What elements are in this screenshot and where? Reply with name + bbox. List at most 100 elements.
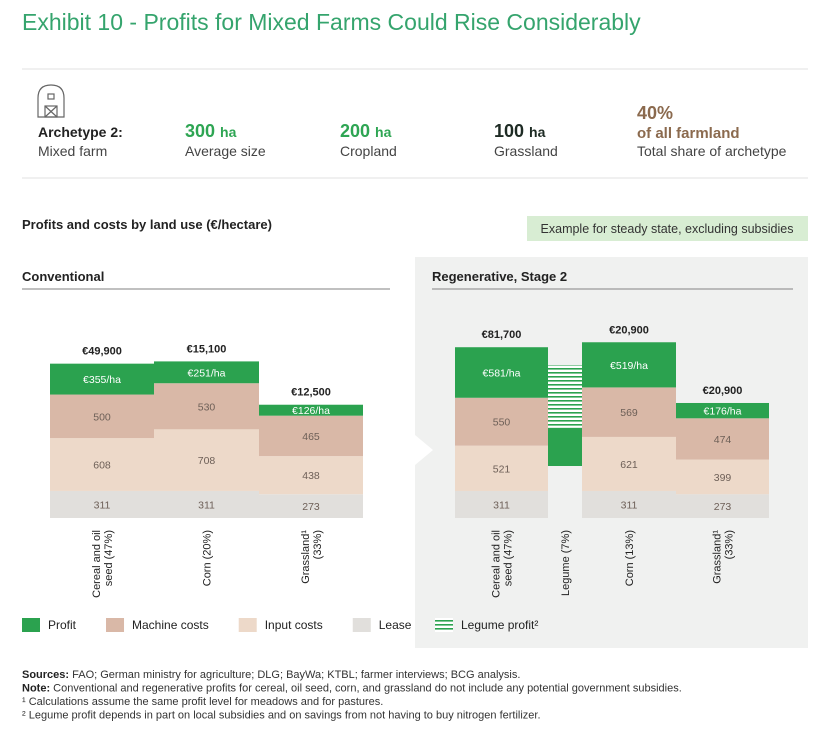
legend-swatch: [435, 618, 453, 632]
source-label: Note:: [22, 683, 50, 695]
chart-title: Conventional: [22, 269, 104, 284]
value-label: 708: [198, 455, 216, 467]
value-label: €355/ha: [83, 374, 121, 386]
stat-value: 300: [185, 121, 215, 141]
total-label: €49,900: [82, 346, 122, 358]
value-label: 569: [620, 407, 638, 419]
value-label: 621: [620, 459, 638, 471]
bar-segment: [154, 361, 259, 384]
bar-segment: [455, 397, 548, 446]
value-label: 311: [621, 499, 638, 511]
bar-segment: [676, 402, 769, 419]
total-label: €81,700: [482, 329, 522, 341]
bar-segment: [548, 427, 582, 466]
value-label: €176/ha: [704, 406, 742, 418]
bar-segment: [582, 436, 676, 491]
bar-segment: [455, 347, 548, 398]
stat-label: Grassland: [494, 143, 558, 159]
value-label: 608: [93, 459, 111, 471]
bar-segment: [50, 363, 154, 395]
source-text: ² Legume profit depends in part on local…: [22, 710, 541, 722]
stat-unit: of all farmland: [637, 125, 740, 142]
bar-segment: [582, 490, 676, 518]
bar-segment: [676, 418, 769, 460]
legend-label: Input costs: [265, 618, 323, 632]
category-label: (33%): [724, 530, 736, 559]
value-label: 465: [302, 431, 320, 443]
total-label: €20,900: [609, 324, 649, 336]
stat-value: 200: [340, 121, 370, 141]
archetype-name: Archetype 2:: [38, 124, 123, 140]
legend-swatch: [22, 618, 40, 632]
bar-segment: [259, 415, 363, 457]
bar-segment: [154, 490, 259, 518]
legend-label: Legume profit²: [461, 618, 538, 632]
category-label: seed (47%): [503, 530, 515, 586]
value-label: 311: [198, 499, 215, 511]
category-label: seed (47%): [103, 530, 115, 586]
source-line: Sources: FAO; German ministry for agricu…: [22, 669, 520, 681]
value-label: €581/ha: [483, 367, 521, 379]
value-label: 273: [302, 501, 320, 513]
value-label: €251/ha: [188, 367, 226, 379]
stat-value: 40%: [637, 103, 673, 123]
stat-unit: ha: [375, 124, 392, 140]
category-label: Grassland¹: [712, 530, 724, 584]
category-label: Corn (13%): [624, 530, 636, 586]
bar-segment: [50, 438, 154, 491]
bar-segment: [259, 456, 363, 495]
source-text: FAO; German ministry for agriculture; DL…: [69, 669, 520, 681]
value-label: 438: [302, 470, 320, 482]
legend-label: Lease: [379, 618, 412, 632]
bar-segment: [582, 342, 676, 388]
source-line: ² Legume profit depends in part on local…: [22, 710, 541, 722]
value-label: 521: [493, 463, 511, 475]
category-label: Legume (7%): [560, 530, 572, 596]
bar-segment: [582, 387, 676, 437]
value-label: €126/ha: [292, 405, 330, 417]
value-label: 530: [198, 401, 216, 413]
legend-label: Profit: [48, 618, 77, 632]
total-label: €12,500: [291, 387, 331, 399]
stat-label: Cropland: [340, 143, 397, 159]
legend-swatch: [238, 618, 257, 632]
category-label: Cereal and oil: [491, 530, 503, 598]
category-label: (33%): [312, 530, 324, 559]
note-text: Example for steady state, excluding subs…: [541, 222, 794, 236]
source-line: Note: Conventional and regenerative prof…: [22, 683, 682, 695]
bar-segment: [676, 494, 769, 518]
chart-title: Regenerative, Stage 2: [432, 269, 567, 284]
source-line: ¹ Calculations assume the same profit le…: [22, 696, 383, 708]
legend-swatch: [106, 618, 125, 632]
value-label: 550: [493, 417, 511, 429]
archetype-label: Mixed farm: [38, 143, 107, 159]
bar-segment: [455, 490, 548, 518]
legend-swatch: [352, 618, 371, 632]
stat-label: Total share of archetype: [637, 143, 787, 159]
category-label: Grassland¹: [300, 530, 312, 584]
bar-segment: [50, 394, 154, 439]
bar-segment: [154, 383, 259, 430]
legend-label: Machine costs: [132, 618, 209, 632]
barn-icon: [37, 84, 65, 118]
bar-segment: [455, 445, 548, 491]
bar-segment: [259, 494, 363, 518]
value-label: €519/ha: [610, 360, 648, 372]
subtitle: Profits and costs by land use (€/hectare…: [22, 217, 272, 232]
total-label: €20,900: [703, 385, 743, 397]
category-label: Corn (20%): [202, 530, 214, 586]
value-label: 273: [714, 501, 732, 513]
total-label: €15,100: [187, 343, 227, 355]
stat-unit: ha: [529, 124, 546, 140]
value-label: 311: [94, 499, 111, 511]
category-label: Cereal and oil: [91, 530, 103, 598]
source-text: Conventional and regenerative profits fo…: [50, 683, 682, 695]
bar-segment: [154, 429, 259, 491]
stat-value: 100: [494, 121, 524, 141]
bar-segment: [676, 459, 769, 495]
title: Exhibit 10 - Profits for Mixed Farms Cou…: [22, 9, 641, 35]
value-label: 500: [93, 411, 111, 423]
value-label: 311: [493, 499, 510, 511]
note-box: [527, 216, 808, 241]
